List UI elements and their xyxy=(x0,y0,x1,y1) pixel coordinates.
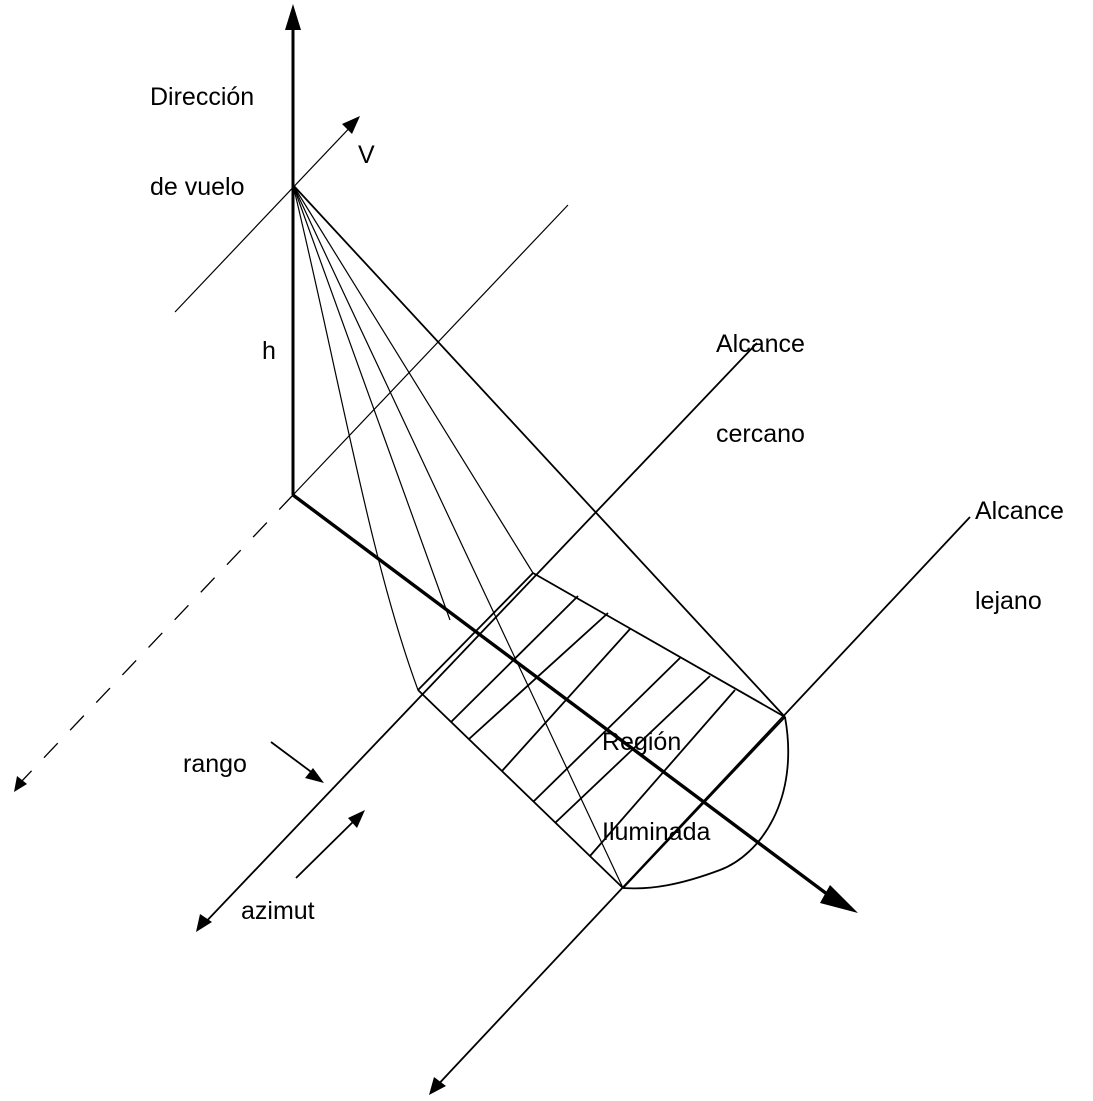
range-label: rango xyxy=(183,750,247,778)
far-range-line xyxy=(432,516,971,1091)
azimuth-arrowhead xyxy=(348,810,365,828)
range-arrowhead xyxy=(305,768,324,783)
far-range-arrowhead xyxy=(429,1077,446,1095)
height-label: h xyxy=(262,337,276,365)
dashed-arrowhead xyxy=(14,776,27,792)
illuminated-region-label-line2: Iluminada xyxy=(602,818,711,846)
range-axis xyxy=(291,493,837,902)
near-range-arrowhead xyxy=(196,914,212,932)
flight-direction-label-line2: de vuelo xyxy=(150,173,245,201)
beam-lines xyxy=(292,184,786,889)
illuminated-region-label-line1: Región xyxy=(602,728,682,756)
far-range-label-line2: lejano xyxy=(975,587,1042,615)
far-range-label: Alcance lejano xyxy=(975,436,1064,676)
range-arrow-line xyxy=(270,741,319,778)
velocity-label: V xyxy=(358,141,375,169)
nadir-track-dashed xyxy=(19,494,294,784)
near-range-label-line1: Alcance xyxy=(716,330,805,358)
near-range-label-line2: cercano xyxy=(716,420,805,448)
velocity-arrowhead xyxy=(342,116,360,134)
azimuth-label: azimut xyxy=(241,897,315,925)
far-range-label-line1: Alcance xyxy=(975,497,1064,525)
range-axis-arrowhead xyxy=(820,885,858,913)
near-range-line xyxy=(199,342,758,929)
illuminated-footprint xyxy=(417,572,790,890)
flight-direction-label-line1: Dirección xyxy=(150,83,255,111)
flight-direction-label: Dirección de vuelo xyxy=(150,22,254,262)
vertical-axis-arrowhead xyxy=(285,4,301,30)
illuminated-region-label: Región Iluminada xyxy=(602,667,710,907)
azimuth-arrow-line xyxy=(295,814,361,879)
nadir-track-line xyxy=(292,204,569,496)
near-range-label: Alcance cercano xyxy=(716,269,805,509)
flight-track-line xyxy=(174,119,358,313)
